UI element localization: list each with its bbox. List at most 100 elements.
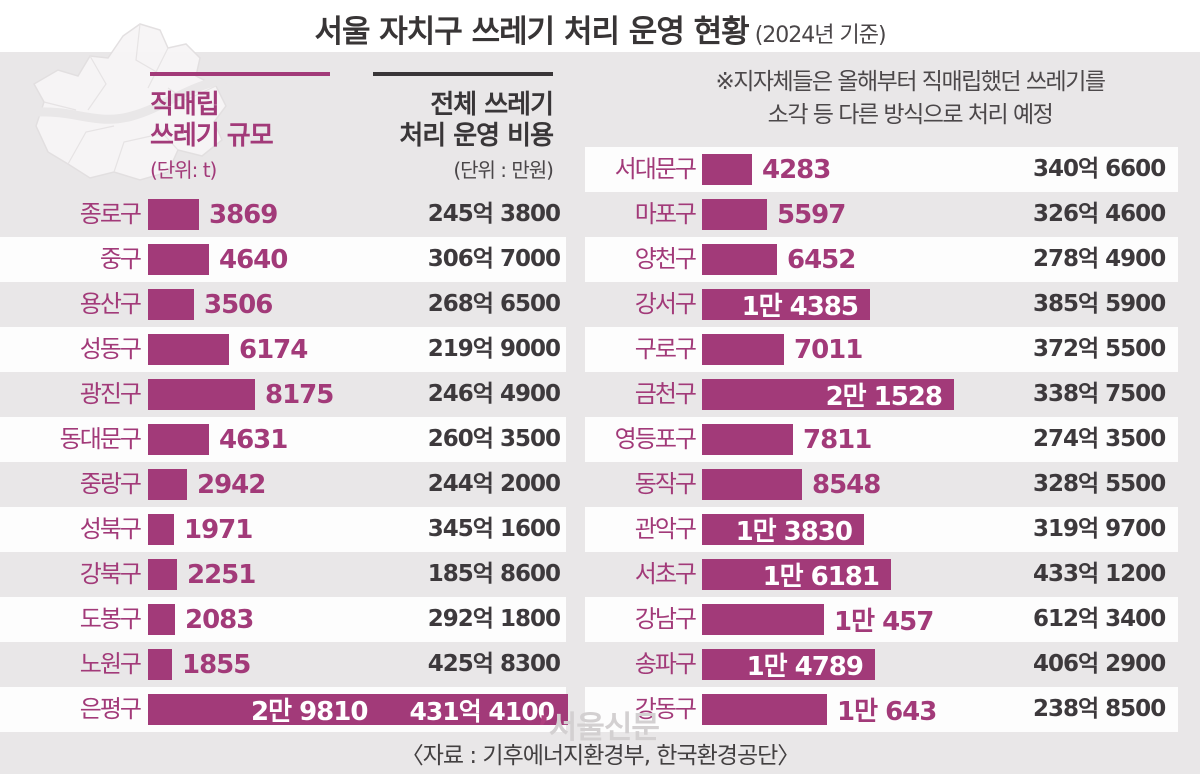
landfill-bar: 2만 1528: [702, 379, 954, 412]
landfill-value: 4283: [762, 154, 831, 185]
landfill-value: 2942: [197, 469, 266, 500]
bar-group: 4283: [702, 154, 831, 185]
landfill-value: 2251: [187, 559, 256, 590]
footnote-line1: ※지자체들은 올해부터 직매립했던 쓰레기를: [715, 69, 1106, 95]
bar-group: 1만 4789: [702, 649, 875, 682]
cost-value: 319억 9700: [1033, 516, 1166, 542]
bar-group: 2만 1528: [702, 379, 954, 412]
bar-group: 1만 643: [702, 694, 937, 727]
watermark-quote-mark: ’: [538, 710, 550, 746]
legend-landfill-rule: [150, 72, 330, 76]
landfill-value: 7811: [803, 424, 872, 455]
cost-value: 185억 8600: [427, 561, 561, 587]
map-shape: [32, 23, 227, 181]
district-label: 노원구: [79, 650, 142, 678]
landfill-value: 1만 4385: [741, 292, 859, 322]
landfill-bar: [148, 334, 229, 365]
legend-cost: 전체 쓰레기 처리 운영 비용 (단위 : 만원): [368, 72, 554, 183]
bar-group: 3506: [148, 289, 273, 320]
table-row: 영등포구 7811 274억 3500: [0, 417, 1200, 462]
footnote-line2: 소각 등 다른 방식으로 처리 예정: [767, 102, 1054, 128]
bar-group: 4640: [148, 244, 288, 275]
district-label: 영등포구: [614, 425, 697, 453]
landfill-value: 1855: [182, 649, 251, 680]
landfill-bar: 2만 9810 431억 4100: [148, 694, 568, 727]
district-label: 중랑구: [79, 470, 142, 498]
table-row: 서대문구 4283 340억 6600: [0, 147, 1200, 192]
cost-value: 268억 6500: [427, 291, 561, 317]
cost-value: 340억 6600: [1033, 156, 1166, 182]
table-row: 금천구 2만 1528 338억 7500: [0, 372, 1200, 417]
landfill-bar: [148, 379, 255, 410]
cost-value: 372억 5500: [1033, 336, 1166, 362]
bar-group: 7811: [702, 424, 872, 455]
bar-group: 1855: [148, 649, 251, 680]
table-row: 용산구 3506 268억 6500: [0, 282, 1200, 327]
data-source: 〈자료 : 기후에너지환경부, 한국환경공단〉: [400, 743, 801, 769]
bar-group: 1만 6181: [702, 559, 891, 592]
landfill-value: 1971: [184, 514, 253, 545]
district-label: 마포구: [634, 200, 697, 228]
cost-value: 244억 2000: [427, 471, 561, 497]
landfill-value: 2083: [185, 604, 254, 635]
landfill-bar: [702, 424, 793, 455]
table-row: 강남구 1만 457 612억 3400: [0, 597, 1200, 642]
cost-value: 245억 3800: [427, 201, 561, 227]
legend-landfill: 직매립 쓰레기 규모 (단위: t): [150, 72, 340, 183]
bar-group: 2251: [148, 559, 256, 590]
landfill-value: 7011: [794, 334, 863, 365]
table-row: 구로구 7011 372억 5500: [0, 327, 1200, 372]
cost-value: 328억 5500: [1033, 471, 1166, 497]
column-left: 종로구 3869 245억 3800 중구 4640 306억 7000 용산구: [0, 192, 1200, 732]
table-row: 강동구 1만 643 238억 8500: [0, 687, 1200, 732]
landfill-bar: [148, 199, 199, 230]
bar-group: 1971: [148, 514, 253, 545]
landfill-value: 1만 457: [834, 607, 934, 637]
table-row: 관악구 1만 3830 319억 9700: [0, 507, 1200, 552]
footnote: ※지자체들은 올해부터 직매립했던 쓰레기를 소각 등 다른 방식으로 처리 예…: [630, 66, 1190, 132]
landfill-value: 8175: [265, 379, 334, 410]
landfill-value: 1만 4789: [746, 652, 864, 682]
district-label: 종로구: [79, 200, 142, 228]
district-label: 광진구: [79, 380, 142, 408]
bar-group: 2만 9810 431억 4100: [148, 694, 568, 727]
landfill-value: 4640: [219, 244, 288, 275]
district-label: 금천구: [634, 380, 697, 408]
cost-value: 433억 1200: [1033, 561, 1166, 587]
cost-value-inside: 431억 4100: [409, 696, 555, 726]
newspaper-watermark: ’서울신문: [538, 702, 660, 747]
bar-group: 5597: [702, 199, 846, 230]
landfill-value: 1만 6181: [762, 562, 880, 592]
table-row: 송파구 1만 4789 406억 2900: [0, 642, 1200, 687]
landfill-value: 2만 1528: [825, 382, 943, 412]
district-label: 용산구: [79, 290, 142, 318]
legend-cost-label: 전체 쓰레기: [430, 90, 554, 120]
cost-value: 292억 1800: [427, 606, 561, 632]
landfill-value: 3869: [209, 199, 278, 230]
legend-landfill-label: 직매립: [150, 90, 220, 120]
table-row: 도봉구 2083 292억 1800: [0, 597, 1200, 642]
table-row: 서초구 1만 6181 433억 1200: [0, 552, 1200, 597]
landfill-bar: [702, 604, 824, 635]
district-label: 동작구: [634, 470, 697, 498]
district-label: 강북구: [79, 560, 142, 588]
district-label: 구로구: [634, 335, 697, 363]
district-label: 양천구: [634, 245, 697, 273]
cost-value: 406억 2900: [1033, 651, 1166, 677]
table-row: 성북구 1971 345억 1600: [0, 507, 1200, 552]
bar-group: 8175: [148, 379, 334, 410]
seoul-map-outline: [32, 23, 235, 181]
landfill-bar: 1만 4789: [702, 649, 875, 682]
bar-group: 8548: [702, 469, 881, 500]
table-row: 종로구 3869 245억 3800: [0, 192, 1200, 237]
table-row: 성동구 6174 219억 9000: [0, 327, 1200, 372]
page-title: 서울 자치구 쓰레기 처리 운영 현황 (2024년 기준): [0, 6, 1200, 51]
landfill-bar: [148, 289, 194, 320]
landfill-value: 1만 3830: [735, 517, 853, 547]
legend-cost-rule: [373, 72, 553, 76]
table-row: 광진구 8175 246억 4900: [0, 372, 1200, 417]
district-label: 성북구: [79, 515, 142, 543]
landfill-bar: [702, 154, 752, 185]
landfill-bar: [702, 244, 777, 275]
